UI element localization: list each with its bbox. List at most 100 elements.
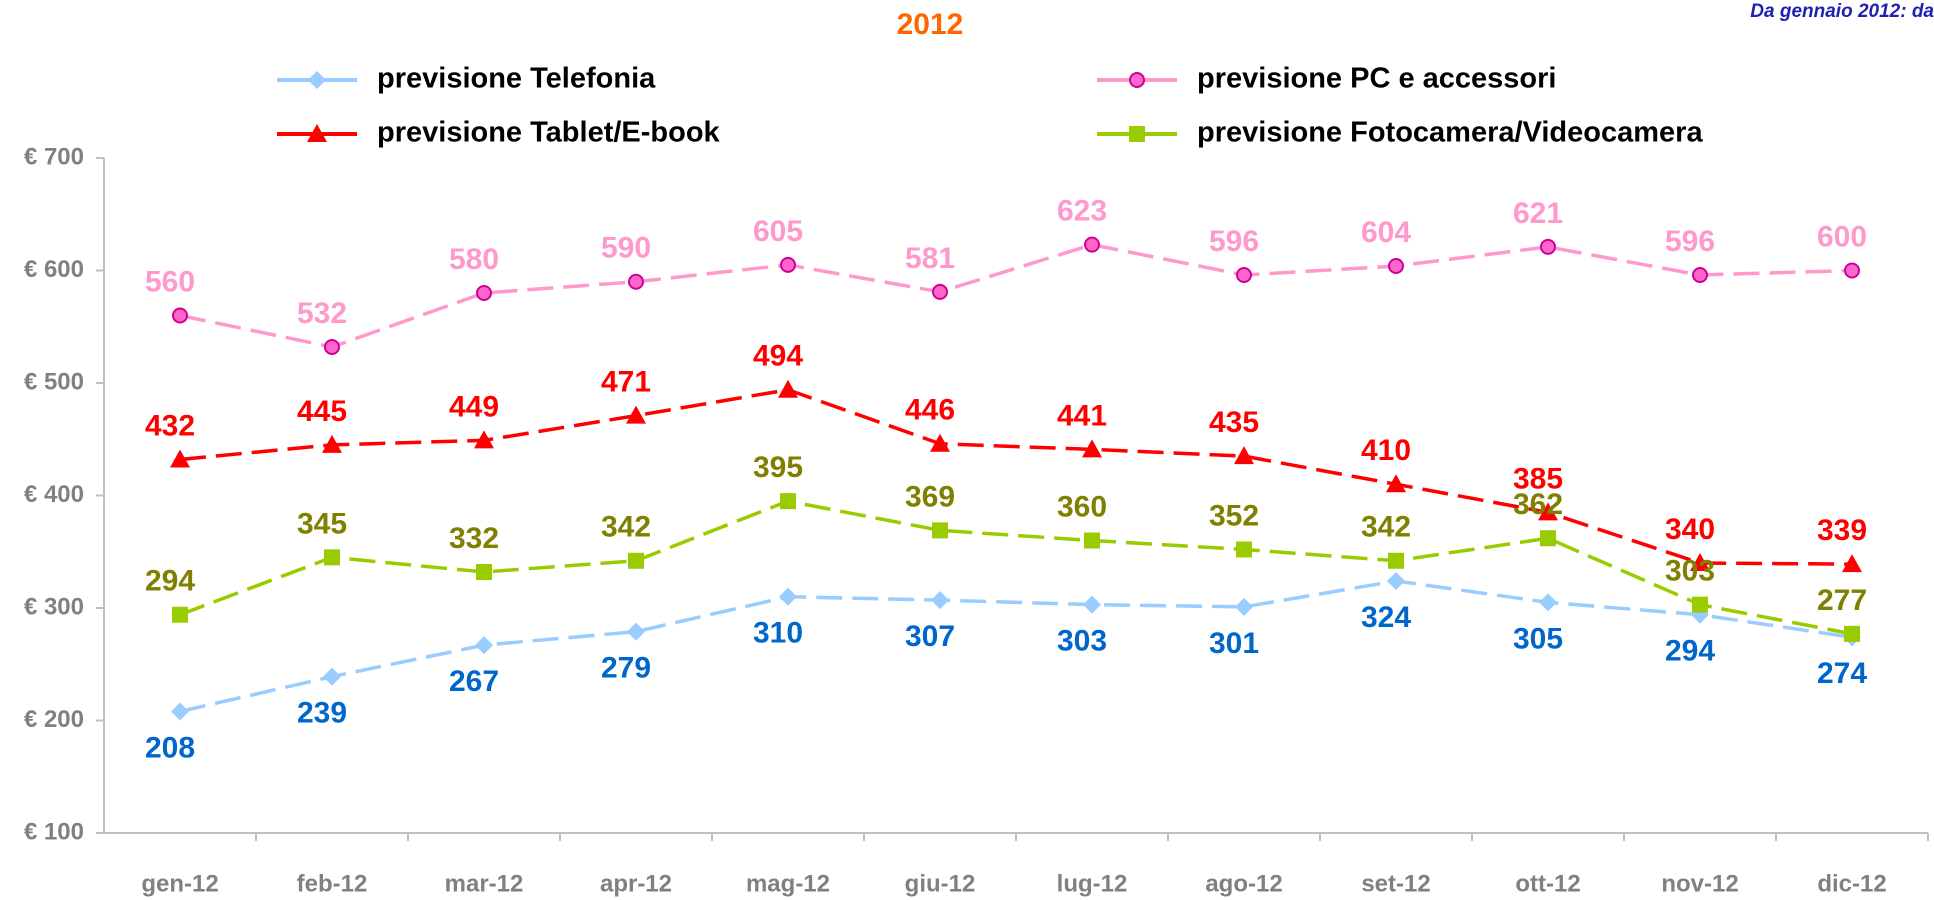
data-label: 532 [297, 297, 347, 330]
data-point [475, 636, 493, 655]
data-point [1084, 236, 1100, 253]
data-point [324, 549, 340, 566]
x-tick-label: gen-12 [141, 870, 218, 897]
data-point [628, 273, 644, 290]
legend-label: previsione Tablet/E-book [377, 117, 721, 149]
data-label: 623 [1057, 195, 1107, 228]
data-point [1540, 238, 1556, 255]
data-label: 345 [297, 507, 347, 540]
y-tick-label: € 700 [24, 143, 84, 170]
data-point [1690, 553, 1710, 571]
data-label: 340 [1665, 513, 1715, 546]
data-label: 274 [1817, 657, 1867, 690]
data-label: 208 [145, 731, 195, 764]
data-point [1387, 572, 1405, 590]
series-line [179, 499, 1853, 636]
data-point [171, 702, 189, 721]
legend-label: previsione Telefonia [377, 63, 656, 95]
data-point [1236, 267, 1252, 283]
data-point [1388, 258, 1404, 274]
data-label: 279 [601, 652, 651, 685]
data-label: 332 [449, 522, 499, 555]
data-label: 385 [1513, 462, 1563, 495]
data-label: 310 [753, 617, 803, 650]
data-label: 339 [1817, 514, 1867, 547]
x-tick-label: mar-12 [445, 870, 524, 897]
data-label: 360 [1057, 490, 1107, 523]
legend-marker [1129, 126, 1145, 142]
data-point [476, 285, 492, 301]
data-point [322, 434, 342, 453]
data-label: 605 [753, 215, 803, 248]
data-point [1692, 267, 1708, 283]
data-label: 239 [297, 697, 347, 730]
data-point [1842, 554, 1862, 573]
y-tick-label: € 200 [24, 706, 84, 733]
x-tick-label: ago-12 [1205, 870, 1282, 897]
data-point [1538, 502, 1558, 521]
y-tick-label: € 100 [24, 818, 84, 845]
data-label: 604 [1361, 216, 1411, 249]
series-line [179, 387, 1853, 566]
data-point [779, 587, 797, 606]
data-point [626, 405, 646, 424]
data-label: 324 [1361, 601, 1411, 634]
data-point [1539, 593, 1557, 612]
data-point [1082, 439, 1102, 458]
data-point [1844, 625, 1860, 642]
y-tick-label: € 300 [24, 593, 84, 620]
data-point [170, 449, 190, 468]
data-label: 432 [145, 409, 195, 442]
data-point [1084, 532, 1100, 549]
data-label: 446 [905, 394, 955, 427]
legend-marker [308, 71, 326, 89]
data-label: 277 [1817, 584, 1867, 617]
legend-label: previsione PC e accessori [1197, 63, 1556, 95]
legend-marker [1129, 72, 1145, 88]
data-label: 294 [145, 565, 195, 598]
data-point [780, 256, 796, 273]
data-point [930, 433, 950, 452]
data-label: 471 [601, 366, 651, 399]
data-label: 301 [1209, 627, 1259, 660]
data-label: 441 [1057, 399, 1107, 432]
data-point [627, 622, 645, 641]
y-tick-label: € 400 [24, 481, 84, 508]
x-tick-label: ott-12 [1515, 870, 1580, 897]
x-tick-label: nov-12 [1661, 870, 1738, 897]
data-label: 560 [145, 265, 195, 298]
data-point [778, 379, 798, 398]
data-point [1083, 595, 1101, 614]
y-tick-label: € 500 [24, 368, 84, 395]
data-point [324, 339, 340, 355]
x-tick-label: giu-12 [905, 870, 976, 897]
data-point [1234, 446, 1254, 465]
data-point [1235, 597, 1253, 616]
data-point [172, 606, 188, 623]
data-label: 342 [601, 511, 651, 544]
data-label: 352 [1209, 499, 1259, 532]
data-point [1386, 474, 1406, 493]
data-label: 305 [1513, 622, 1563, 655]
series-line [179, 242, 1853, 349]
chart-title: 2012 [897, 8, 964, 41]
data-point [932, 283, 948, 300]
data-point [931, 591, 949, 610]
data-point [323, 667, 341, 686]
data-label: 494 [753, 340, 803, 373]
series-line [179, 579, 1853, 714]
data-label: 410 [1361, 434, 1411, 467]
data-label: 590 [601, 232, 651, 265]
data-label: 303 [1665, 555, 1715, 588]
data-label: 369 [905, 480, 955, 513]
data-label: 395 [753, 451, 803, 484]
data-label: 596 [1209, 225, 1259, 258]
data-point [932, 522, 948, 539]
data-point [628, 552, 644, 569]
data-point [780, 493, 796, 510]
data-point [1844, 262, 1860, 279]
x-tick-label: apr-12 [600, 870, 672, 897]
data-label: 267 [449, 665, 499, 698]
